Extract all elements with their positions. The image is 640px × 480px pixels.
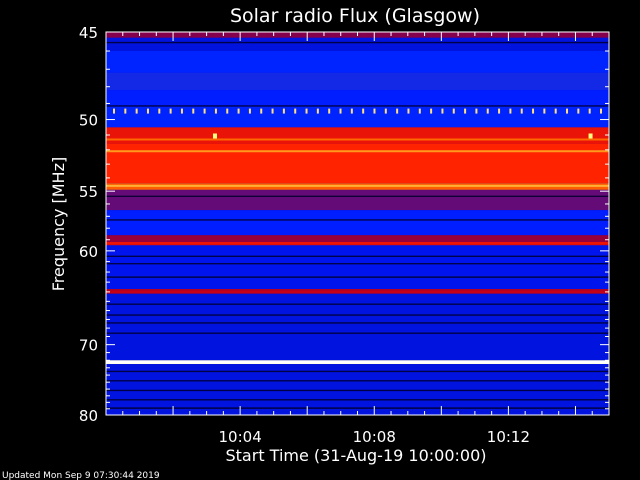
frequency-band bbox=[106, 127, 609, 144]
y-tick-labels: 45 50 55 60 70 80 bbox=[79, 24, 98, 425]
marker-dot bbox=[146, 108, 149, 114]
marker-dot bbox=[554, 108, 557, 114]
marker-dot bbox=[192, 108, 195, 114]
frequency-band bbox=[106, 51, 609, 73]
x-tick-label: 10:12 bbox=[487, 428, 530, 446]
y-tick-label: 60 bbox=[79, 243, 98, 261]
y-axis-label: Frequency [MHz] bbox=[49, 157, 68, 291]
marker-dot bbox=[588, 108, 591, 114]
marker-dot bbox=[180, 108, 183, 114]
update-timestamp: Updated Mon Sep 9 07:30:44 2019 bbox=[2, 471, 160, 480]
marker-dot bbox=[294, 108, 297, 114]
frequency-band bbox=[106, 189, 609, 211]
frequency-band bbox=[106, 106, 609, 128]
marker-dot bbox=[452, 108, 455, 114]
marker-dot bbox=[430, 108, 433, 114]
marker-dot bbox=[350, 108, 353, 114]
marker-dot bbox=[339, 108, 342, 114]
frequency-band bbox=[106, 245, 609, 289]
y-tick-label: 45 bbox=[79, 24, 98, 42]
plot-area bbox=[106, 32, 609, 415]
marker-dot bbox=[260, 108, 263, 114]
marker-dot bbox=[362, 108, 365, 114]
marker-dot bbox=[248, 108, 251, 114]
axis-ticks bbox=[105, 31, 610, 416]
marker-dot bbox=[384, 108, 387, 114]
frequency-band bbox=[106, 90, 609, 107]
frequency-band bbox=[106, 364, 609, 415]
x-tick-label: 10:04 bbox=[219, 428, 262, 446]
marker-dot bbox=[373, 108, 376, 114]
marker-dot bbox=[498, 108, 501, 114]
marker-dot bbox=[441, 108, 444, 114]
marker-dot bbox=[464, 108, 467, 114]
marker-dot bbox=[158, 108, 161, 114]
frequency-band bbox=[106, 235, 609, 242]
marker-dot bbox=[520, 108, 523, 114]
x-tick-labels: 10:04 10:08 10:12 bbox=[219, 428, 531, 446]
marker-dot bbox=[203, 108, 206, 114]
marker-dot bbox=[509, 108, 512, 114]
marker-dot bbox=[543, 108, 546, 114]
y-tick-label: 70 bbox=[79, 337, 98, 355]
marker-dot bbox=[396, 108, 399, 114]
marker-dot bbox=[135, 108, 138, 114]
marker-dot bbox=[486, 108, 489, 114]
marker-dot bbox=[226, 108, 229, 114]
chart-title: Solar radio Flux (Glasgow) bbox=[230, 5, 480, 27]
marker-dot bbox=[214, 108, 217, 114]
marker-dot bbox=[577, 108, 580, 114]
marker-dot bbox=[328, 108, 331, 114]
marker-dot bbox=[305, 108, 308, 114]
bright-spot bbox=[212, 133, 217, 139]
marker-dot bbox=[271, 108, 274, 114]
marker-dot bbox=[282, 108, 285, 114]
x-axis-label: Start Time (31-Aug-19 10:00:00) bbox=[226, 446, 487, 465]
frequency-band bbox=[106, 210, 609, 236]
marker-dot bbox=[418, 108, 421, 114]
marker-dot bbox=[316, 108, 319, 114]
frequency-band bbox=[106, 293, 609, 361]
y-tick-label: 50 bbox=[79, 112, 98, 130]
marker-dot bbox=[113, 108, 115, 114]
y-tick-label: 80 bbox=[79, 407, 98, 425]
y-tick-label: 55 bbox=[79, 183, 98, 201]
bright-spot bbox=[588, 133, 593, 139]
marker-dot bbox=[124, 108, 127, 114]
marker-dot bbox=[600, 108, 602, 114]
frequency-band bbox=[106, 143, 609, 184]
marker-dot bbox=[169, 108, 172, 114]
marker-dot bbox=[237, 108, 240, 114]
marker-dot bbox=[566, 108, 569, 114]
frequency-band bbox=[106, 72, 609, 91]
marker-dot bbox=[532, 108, 535, 114]
x-tick-label: 10:08 bbox=[353, 428, 396, 446]
frequency-band bbox=[106, 37, 609, 52]
marker-dot bbox=[475, 108, 478, 114]
marker-dot bbox=[407, 108, 410, 114]
